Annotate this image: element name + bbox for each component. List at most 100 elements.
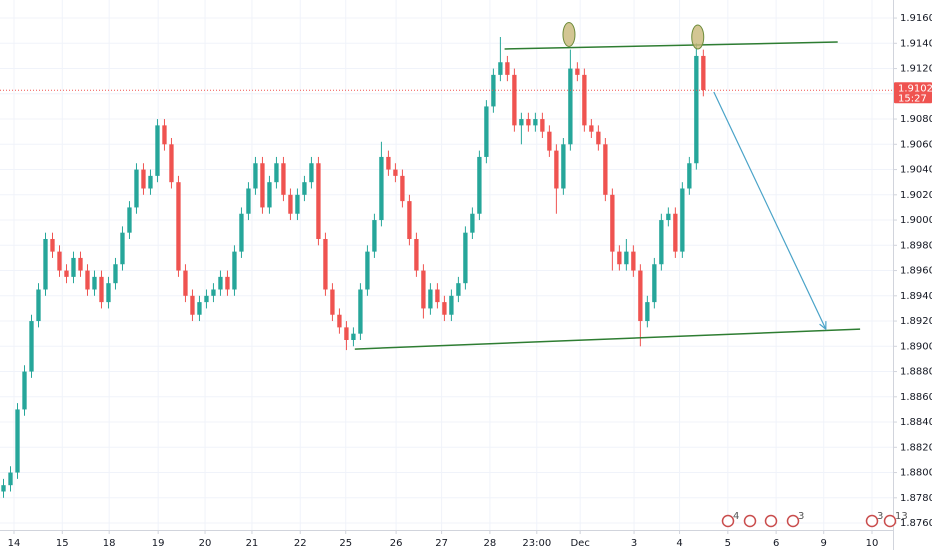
candle-body <box>71 257 76 277</box>
candle-body <box>456 283 461 296</box>
y-tick-label: 1.91200 <box>900 64 932 75</box>
candle-body <box>309 163 314 183</box>
y-tick-label: 1.90800 <box>900 114 932 125</box>
candle-body <box>316 163 321 239</box>
y-tick-label: 1.89400 <box>900 291 932 302</box>
y-tick-label: 1.88000 <box>900 468 932 479</box>
highlight-ellipse <box>562 21 576 47</box>
arrow-head <box>819 321 827 331</box>
candle-body <box>687 163 692 189</box>
event-icon[interactable] <box>764 514 778 528</box>
candle-body <box>197 302 202 315</box>
candle-body <box>1 485 6 492</box>
trendline <box>504 41 838 50</box>
x-tick-label: 25 <box>339 538 352 549</box>
candle-body <box>554 150 559 189</box>
candle-body <box>484 106 489 157</box>
candle-body <box>435 289 440 303</box>
countdown-label: 15:27 <box>898 93 927 104</box>
candle-body <box>463 232 468 284</box>
candle-body <box>141 169 146 189</box>
candle-body <box>323 238 328 290</box>
candle-body <box>547 131 552 151</box>
x-tick-label: 28 <box>484 538 497 549</box>
candle-body <box>50 238 55 252</box>
candle-body <box>421 270 426 309</box>
x-tick-label: 20 <box>199 538 212 549</box>
y-tick-label: 1.87600 <box>900 518 932 529</box>
candle-body <box>218 276 223 290</box>
candle-body <box>365 251 370 290</box>
candle-body <box>78 257 83 271</box>
candle-body <box>610 194 615 252</box>
candle-body <box>624 251 629 265</box>
candle-body <box>64 270 69 277</box>
x-tick-label: 15 <box>56 538 69 549</box>
candle-body <box>43 238 48 290</box>
candle-body <box>274 163 279 183</box>
candle-body <box>29 321 34 372</box>
y-tick-label: 1.87800 <box>900 493 932 504</box>
candle-body <box>232 251 237 290</box>
candle-body <box>449 295 454 315</box>
candle-body <box>631 251 636 271</box>
candle-body <box>288 194 293 214</box>
x-tick-label: 21 <box>246 538 259 549</box>
candle-body <box>575 68 580 75</box>
event-icon[interactable] <box>721 514 735 528</box>
candle-body <box>190 295 195 315</box>
candle-body <box>561 144 566 189</box>
y-tick-label: 1.89800 <box>900 240 932 251</box>
candle-body <box>393 169 398 176</box>
candle-body <box>330 289 335 315</box>
x-tick-label: 19 <box>152 538 165 549</box>
candle-body <box>582 74 587 126</box>
candle-body <box>379 156 384 221</box>
event-icon[interactable] <box>865 514 879 528</box>
candle-body <box>162 125 167 145</box>
candle-body <box>589 125 594 132</box>
candle-body <box>386 156 391 170</box>
candle-body <box>85 270 90 290</box>
candle-body <box>477 156 482 214</box>
candle-body <box>99 276 104 303</box>
candle-body <box>176 182 181 271</box>
candle-body <box>15 409 20 473</box>
event-icon[interactable] <box>883 514 897 528</box>
candle-body <box>400 175 405 202</box>
candle-body <box>694 55 699 164</box>
candle-body <box>519 119 524 126</box>
candle-body <box>498 62 503 75</box>
candle-body <box>204 295 209 303</box>
y-tick-label: 1.88600 <box>900 392 932 403</box>
candle-body <box>246 188 251 214</box>
candle-body <box>701 55 706 91</box>
candle-body <box>372 220 377 252</box>
y-tick-label: 1.88400 <box>900 417 932 428</box>
candle-body <box>617 251 622 265</box>
candle-body <box>169 144 174 183</box>
candle-body <box>267 182 272 208</box>
candle-body <box>680 188 685 252</box>
y-tick-label: 1.90600 <box>900 139 932 150</box>
candle-body <box>596 131 601 145</box>
candle-body <box>106 283 111 303</box>
candle-body <box>407 201 412 239</box>
event-icon[interactable] <box>743 514 757 528</box>
candle-body <box>148 175 153 189</box>
candle-body <box>673 213 678 252</box>
y-tick-label: 1.90400 <box>900 165 932 176</box>
candle-body <box>120 232 125 265</box>
y-tick-label: 1.89600 <box>900 266 932 277</box>
y-tick-label: 1.89000 <box>900 341 932 352</box>
candle-body <box>666 213 671 221</box>
candle-body <box>470 213 475 233</box>
candle-body <box>57 251 62 271</box>
candle-body <box>414 238 419 271</box>
candle-body <box>239 213 244 252</box>
event-icon[interactable] <box>786 514 800 528</box>
candle-body <box>491 74 496 107</box>
x-tick-label: 22 <box>294 538 307 549</box>
trendline <box>354 328 861 350</box>
